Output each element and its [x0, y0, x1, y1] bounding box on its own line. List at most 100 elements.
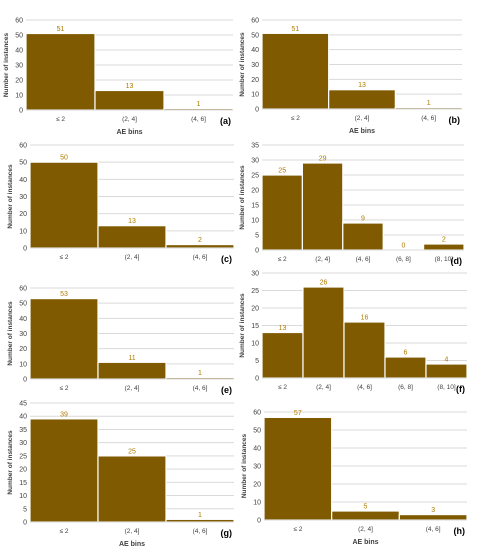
bar [94, 89, 165, 111]
x-tick-label: (4, 6] [193, 385, 208, 392]
bar [29, 298, 99, 380]
bar-value-label: 9 [361, 216, 365, 223]
y-tick-label: 45 [19, 401, 27, 408]
panel-label: (f) [456, 384, 465, 394]
y-tick-label: 20 [19, 467, 27, 474]
y-tick-label: 0 [23, 377, 27, 384]
x-tick-label: (6, 8] [398, 384, 413, 391]
x-tick-label: (4, 6] [191, 116, 206, 123]
x-tick-label: (2, 4] [125, 254, 140, 261]
bar-value-label: 1 [197, 101, 201, 108]
chart-panel-1: 0 10 20 30 40 50 60 Number of instances 51 ≤ 2 13 (… [3, 18, 234, 136]
bar [261, 174, 304, 251]
bar-value-label: 1 [198, 512, 202, 519]
y-tick-label: 20 [19, 211, 27, 218]
x-tick-label: (4, 6] [357, 384, 372, 391]
x-axis-label: AE bins [119, 541, 145, 548]
chart-panel-5: 0 10 20 30 40 50 60 Number of instances 53 ≤ 2 11 (… [7, 286, 235, 395]
y-tick-label: 5 [23, 506, 27, 513]
x-axis-label: AE bins [116, 129, 142, 136]
x-tick-label: ≤ 2 [278, 256, 287, 263]
x-tick-label: (4, 6] [421, 115, 436, 122]
bar [384, 356, 427, 379]
bar [423, 243, 465, 251]
bar [343, 321, 386, 379]
y-tick-label: 35 [251, 143, 259, 150]
y-tick-label: 20 [251, 77, 259, 84]
x-tick-label: ≤ 2 [278, 384, 287, 391]
chart-panel-3: 0 10 20 30 40 50 60 Number of instances 50 ≤ 2 13 (… [7, 143, 235, 264]
y-axis-label: Number of instances [7, 301, 14, 366]
bar-value-label: 51 [291, 26, 299, 33]
chart-panel-2: 0 10 20 30 40 50 60 Number of instances 51 ≤ 2 13 (… [239, 18, 463, 135]
x-tick-label: (2, 4] [125, 528, 140, 535]
y-tick-label: 40 [19, 414, 27, 421]
y-tick-label: 30 [15, 63, 23, 70]
panel-label: (c) [221, 254, 232, 264]
y-tick-label: 40 [253, 446, 261, 453]
y-tick-label: 15 [19, 480, 27, 487]
y-tick-label: 10 [19, 361, 27, 368]
bar-value-label: 13 [279, 325, 287, 332]
x-tick-label: (2, 4] [316, 384, 331, 391]
y-tick-label: 50 [253, 428, 261, 435]
y-tick-label: 10 [19, 228, 27, 235]
panel-label: (d) [451, 256, 463, 266]
y-tick-label: 25 [251, 288, 259, 295]
panel-label: (h) [454, 526, 466, 536]
x-tick-label: ≤ 2 [293, 526, 302, 533]
y-tick-label: 50 [15, 33, 23, 40]
bar [97, 361, 167, 380]
x-axis-label: AE bins [349, 128, 375, 135]
y-tick-label: 35 [19, 427, 27, 434]
chart-panel-8: 0 10 20 30 40 50 60 Number of instances 57 ≤ 2 5 (2… [241, 410, 468, 546]
x-tick-label: ≤ 2 [60, 385, 69, 392]
y-tick-label: 40 [15, 48, 23, 55]
bar-value-label: 3 [431, 507, 435, 514]
y-tick-label: 20 [19, 346, 27, 353]
bar-value-label: 2 [442, 237, 446, 244]
y-tick-label: 10 [253, 500, 261, 507]
y-tick-label: 60 [251, 18, 259, 25]
bar-value-label: 6 [404, 350, 408, 357]
y-tick-label: 30 [251, 62, 259, 69]
bar [302, 286, 345, 379]
bar-value-label: 39 [60, 411, 68, 418]
x-tick-label: (4, 6] [426, 526, 441, 533]
bar-value-label: 5 [364, 504, 368, 511]
y-tick-label: 0 [255, 376, 259, 383]
bar-value-label: 25 [278, 168, 286, 175]
bar [328, 89, 396, 110]
y-tick-label: 10 [251, 92, 259, 99]
bar-value-label: 51 [57, 26, 65, 33]
bar [165, 243, 235, 249]
y-tick-label: 10 [251, 341, 259, 348]
y-tick-label: 50 [19, 160, 27, 167]
x-tick-label: ≤ 2 [56, 116, 65, 123]
x-tick-label: (2, 4] [122, 116, 137, 123]
x-tick-label: ≤ 2 [291, 115, 300, 122]
y-tick-label: 30 [19, 194, 27, 201]
bar [261, 331, 304, 379]
y-tick-label: 10 [19, 493, 27, 500]
y-tick-label: 60 [19, 143, 27, 150]
panel-label: (a) [220, 116, 231, 126]
bar-value-label: 13 [126, 83, 134, 90]
y-tick-label: 0 [19, 108, 23, 115]
bar-value-label: 26 [320, 280, 328, 287]
bar-value-label: 13 [128, 218, 136, 225]
bar-value-label: 29 [319, 156, 327, 163]
x-tick-label: (4, 6] [193, 254, 208, 261]
bar [29, 418, 99, 523]
x-tick-label: (2, 4] [315, 256, 330, 263]
y-tick-label: 20 [15, 78, 23, 85]
bar-value-label: 57 [294, 410, 302, 417]
y-tick-label: 40 [19, 316, 27, 323]
y-axis-label: Number of instances [239, 32, 246, 97]
y-tick-label: 10 [15, 93, 23, 100]
y-axis-label: Number of instances [239, 293, 246, 358]
y-axis-label: Number of instances [7, 430, 14, 495]
x-tick-label: (2, 4] [358, 526, 373, 533]
